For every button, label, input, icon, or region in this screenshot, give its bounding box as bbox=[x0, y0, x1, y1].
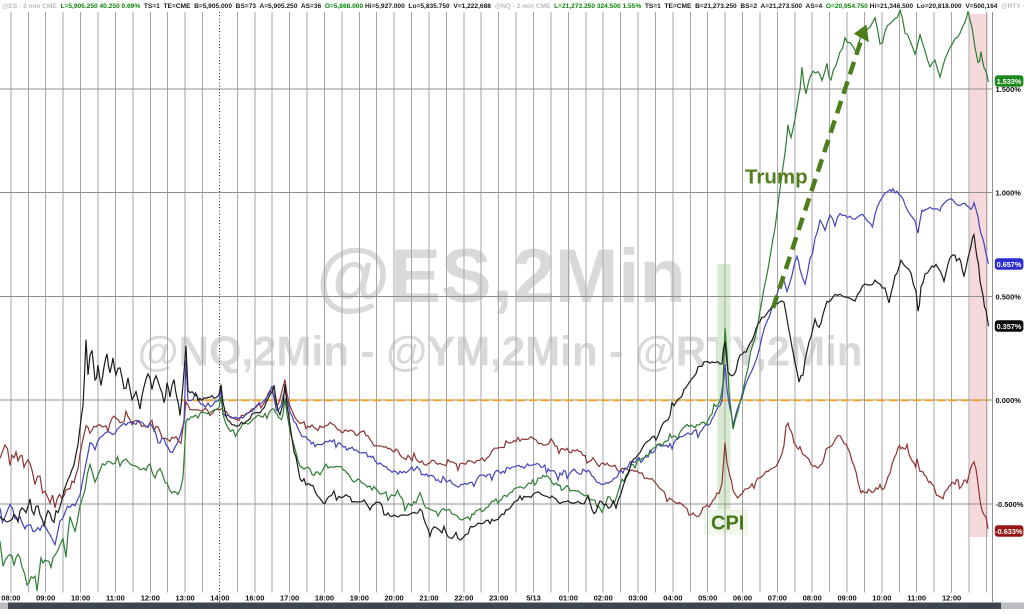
svg-text:21:00: 21:00 bbox=[419, 594, 438, 603]
svg-text:12:00: 12:00 bbox=[942, 594, 961, 603]
svg-text:22:00: 22:00 bbox=[454, 594, 473, 603]
svg-text:0.657%: 0.657% bbox=[997, 260, 1022, 269]
svg-text:@NQ,2Min - @YM,2Min - @RTY,2Mi: @NQ,2Min - @YM,2Min - @RTY,2Min bbox=[138, 328, 863, 375]
svg-text:11:00: 11:00 bbox=[907, 594, 926, 603]
svg-text:-0.500%: -0.500% bbox=[996, 500, 1024, 509]
svg-text:@ES,2Min: @ES,2Min bbox=[316, 234, 686, 319]
svg-text:08:00: 08:00 bbox=[1, 594, 20, 603]
svg-text:10:00: 10:00 bbox=[71, 594, 90, 603]
svg-text:11:00: 11:00 bbox=[106, 594, 125, 603]
svg-text:20:00: 20:00 bbox=[385, 594, 404, 603]
svg-text:1.500%: 1.500% bbox=[996, 85, 1022, 94]
svg-text:09:00: 09:00 bbox=[838, 594, 857, 603]
svg-text:0.357%: 0.357% bbox=[997, 322, 1022, 331]
svg-text:17:00: 17:00 bbox=[280, 594, 299, 603]
svg-text:07:00: 07:00 bbox=[768, 594, 787, 603]
svg-text:05:00: 05:00 bbox=[698, 594, 717, 603]
svg-text:12:00: 12:00 bbox=[141, 594, 160, 603]
svg-text:-0.633%: -0.633% bbox=[995, 527, 1023, 536]
svg-text:23:00: 23:00 bbox=[489, 594, 508, 603]
svg-text:16:00: 16:00 bbox=[245, 594, 264, 603]
svg-text:19:00: 19:00 bbox=[350, 594, 369, 603]
svg-text:08:00: 08:00 bbox=[803, 594, 822, 603]
svg-text:09:00: 09:00 bbox=[36, 594, 55, 603]
svg-text:5/13: 5/13 bbox=[526, 594, 541, 603]
svg-text:14:00: 14:00 bbox=[210, 594, 229, 603]
svg-text:0.500%: 0.500% bbox=[996, 292, 1022, 301]
svg-text:03:00: 03:00 bbox=[628, 594, 647, 603]
svg-text:13:00: 13:00 bbox=[176, 594, 195, 603]
svg-text:Trump: Trump bbox=[745, 166, 808, 189]
svg-text:@ES - 2 min CME L=5,905.250 4: @ES - 2 min CME L=5,905.250 40.250 0.69%… bbox=[2, 3, 1024, 10]
svg-text:18:00: 18:00 bbox=[315, 594, 334, 603]
svg-text:1.533%: 1.533% bbox=[997, 77, 1022, 86]
svg-text:CPI: CPI bbox=[711, 512, 744, 534]
svg-text:01:00: 01:00 bbox=[559, 594, 578, 603]
svg-text:06:00: 06:00 bbox=[733, 594, 752, 603]
svg-text:0.000%: 0.000% bbox=[996, 396, 1022, 405]
svg-text:02:00: 02:00 bbox=[594, 594, 613, 603]
svg-text:04:00: 04:00 bbox=[663, 594, 682, 603]
svg-text:10:00: 10:00 bbox=[872, 594, 891, 603]
svg-text:1.000%: 1.000% bbox=[996, 189, 1022, 198]
